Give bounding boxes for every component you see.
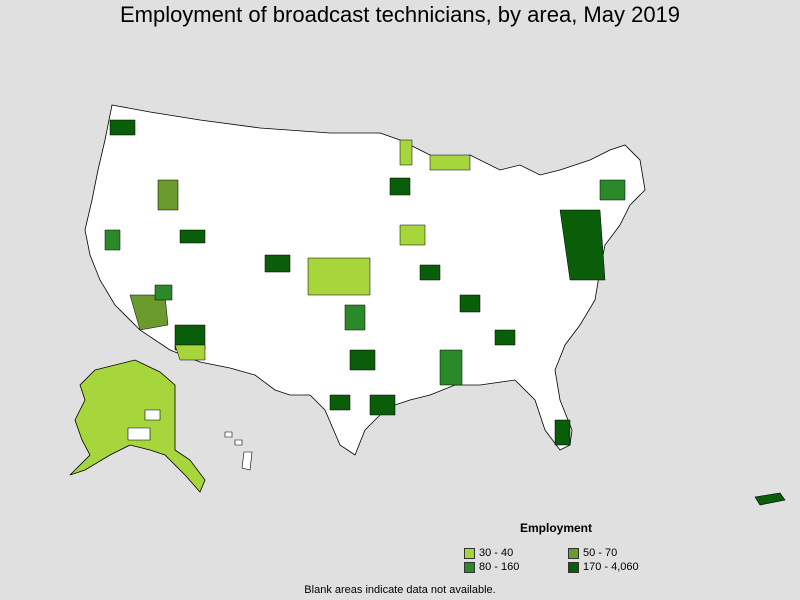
data-availability-note: Blank areas indicate data not available. bbox=[304, 584, 496, 596]
legend-swatch-30-40 bbox=[464, 547, 475, 559]
metro-areas bbox=[104, 119, 626, 446]
alaska bbox=[69, 359, 206, 493]
legend-item: 30 - 40 bbox=[464, 547, 513, 559]
legend: Employment 30 - 40 50 - 70 80 - 160 170 … bbox=[464, 521, 664, 577]
legend-swatch-80-160 bbox=[464, 561, 475, 573]
legend-label: 50 - 70 bbox=[583, 547, 618, 559]
puerto-rico bbox=[754, 492, 786, 506]
legend-swatch-170-4060 bbox=[568, 561, 579, 573]
legend-title: Employment bbox=[520, 521, 593, 535]
legend-swatch-50-70 bbox=[568, 547, 579, 559]
hawaii bbox=[224, 431, 253, 471]
alaska-islands bbox=[144, 409, 161, 421]
legend-item: 50 - 70 bbox=[568, 547, 617, 559]
legend-label: 170 - 4,060 bbox=[583, 561, 639, 573]
map-title: Employment of broadcast technicians, by … bbox=[119, 2, 681, 27]
legend-label: 80 - 160 bbox=[479, 561, 520, 573]
legend-item: 170 - 4,060 bbox=[568, 561, 639, 573]
legend-item: 80 - 160 bbox=[464, 561, 519, 573]
alaska-islands bbox=[127, 427, 151, 441]
legend-label: 30 - 40 bbox=[479, 547, 514, 559]
